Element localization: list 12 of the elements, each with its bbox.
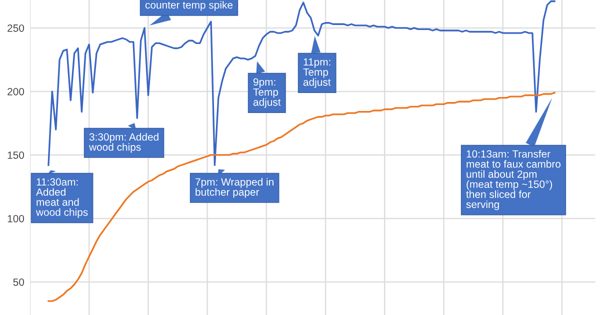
annotation: 10:13am: Transfer meat to faux cambro until about 2pm (meat temp ~150°) then sliced for serving: [466, 150, 561, 210]
annotation: 3:30pm: Added wood chips: [88, 133, 158, 153]
y-tick-label: 100: [8, 214, 24, 222]
annotation: 11pm: Temp adjust: [303, 58, 331, 88]
y-tick-label: 50: [13, 278, 24, 286]
annotation: 7pm: Wrapped in butcher paper: [196, 178, 274, 198]
annotation: counter temp spike: [145, 1, 233, 11]
annotation: 11:30am: Added meat and wood chips: [36, 178, 88, 218]
y-tick-label: 150: [8, 151, 24, 159]
annotation: 9pm: Temp adjust: [253, 78, 281, 108]
y-tick-label: 250: [8, 24, 24, 32]
y-tick-label: 200: [8, 88, 24, 96]
